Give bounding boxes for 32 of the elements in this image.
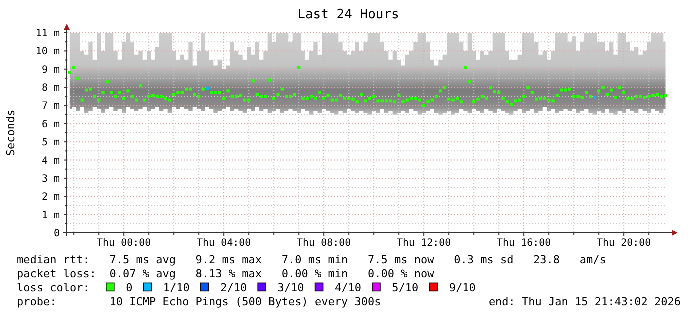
y-tick-label: 9 m — [42, 64, 60, 76]
legend-label: 3/10 — [278, 282, 304, 295]
y-tick-label: 3 m — [42, 174, 60, 185]
legend-label: 2/10 — [220, 282, 248, 295]
y-tick-label: 6 m — [42, 119, 60, 130]
x-tick-label: Thu 16:00 — [496, 238, 552, 249]
chart-title: Last 24 Hours — [298, 8, 400, 22]
text: probe: 10 ICMP Echo Pings (500 Bytes) every 300s — [17, 296, 382, 309]
legend-label: 1/10 — [163, 282, 190, 295]
x-tick-label: Thu 20:00 — [596, 238, 652, 249]
legend-label: 9/10 — [449, 282, 476, 295]
text: median rtt: 7.5 ms avg 9.2 ms max 7.0 ms min 7.5 ms now 0.3 ms sd 23.8 am/s — [17, 254, 606, 267]
x-tick-label: Thu 12:00 — [396, 238, 452, 249]
y-tick-label: 5 m — [42, 138, 60, 149]
y-tick-label: 11 m — [36, 28, 60, 40]
text: end: Thu Jan 15 21:43:02 2026 — [488, 296, 681, 309]
y-axis-title: Seconds — [4, 110, 18, 156]
text: packet loss: 0.07 % avg 8.13 % max 0.00 % min 0.00 % now — [17, 268, 435, 281]
y-tick-label: 2 m — [42, 192, 60, 204]
y-tick-label: 4 m — [42, 156, 60, 167]
y-tick-label: 10 m — [36, 46, 60, 58]
x-tick-label: Thu 08:00 — [296, 238, 352, 249]
legend-label: 0 — [126, 282, 133, 295]
y-tick-label: 7 m — [42, 101, 60, 112]
legend-label: 4/10 — [334, 282, 362, 295]
x-tick-label: Thu 04:00 — [196, 238, 252, 249]
y-tick-label: 0 — [54, 228, 60, 240]
x-tick-label: Thu 00:00 — [96, 238, 152, 249]
y-tick-label: 1 m — [42, 210, 60, 222]
y-tick-label: 8 m — [42, 83, 60, 94]
legend-label: 5/10 — [392, 282, 419, 295]
legend-title: loss color: — [17, 282, 90, 295]
